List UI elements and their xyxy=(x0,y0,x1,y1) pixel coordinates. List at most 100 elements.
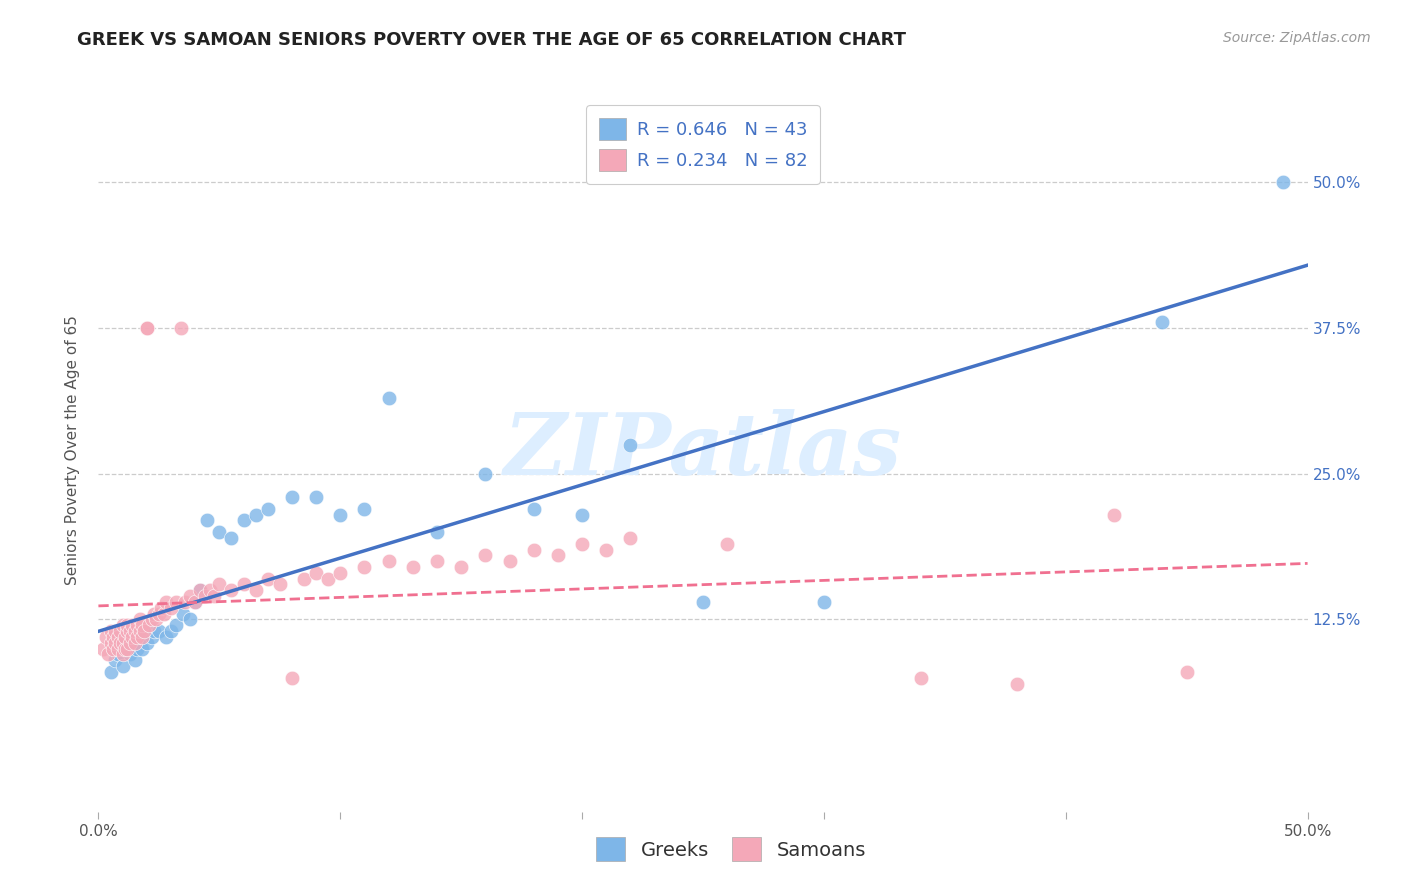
Point xyxy=(128,630,150,644)
Point xyxy=(107,648,129,662)
Point xyxy=(716,537,738,551)
Point xyxy=(108,624,131,639)
Point xyxy=(101,641,124,656)
Point xyxy=(208,577,231,591)
Point xyxy=(179,589,201,603)
Point xyxy=(118,624,141,639)
Point xyxy=(256,572,278,586)
Point xyxy=(138,618,160,632)
Point xyxy=(1152,315,1174,329)
Point xyxy=(160,600,183,615)
Point xyxy=(221,531,243,545)
Point xyxy=(135,636,157,650)
Point xyxy=(474,549,496,563)
Point xyxy=(194,589,217,603)
Point xyxy=(135,321,157,335)
Point xyxy=(305,566,328,580)
Point xyxy=(100,665,122,679)
Point xyxy=(377,554,399,568)
Point xyxy=(188,583,211,598)
Point xyxy=(111,641,134,656)
Point xyxy=(111,648,134,662)
Point xyxy=(121,618,143,632)
Point xyxy=(329,508,352,522)
Point xyxy=(450,560,472,574)
Point xyxy=(232,513,254,527)
Text: ZIPatlas: ZIPatlas xyxy=(503,409,903,492)
Point xyxy=(114,641,136,656)
Text: GREEK VS SAMOAN SENIORS POVERTY OVER THE AGE OF 65 CORRELATION CHART: GREEK VS SAMOAN SENIORS POVERTY OVER THE… xyxy=(77,31,907,49)
Point xyxy=(124,636,146,650)
Point xyxy=(232,577,254,591)
Point xyxy=(97,648,120,662)
Point xyxy=(128,624,150,639)
Point xyxy=(111,659,134,673)
Point xyxy=(619,531,641,545)
Point xyxy=(143,624,166,639)
Point xyxy=(128,612,150,626)
Point xyxy=(150,600,173,615)
Point xyxy=(353,501,375,516)
Point xyxy=(292,572,315,586)
Point xyxy=(198,583,221,598)
Point xyxy=(145,612,167,626)
Point xyxy=(104,636,127,650)
Point xyxy=(245,508,267,522)
Point xyxy=(571,508,593,522)
Point xyxy=(100,636,122,650)
Point xyxy=(353,560,375,574)
Point xyxy=(91,641,114,656)
Point xyxy=(134,624,156,639)
Point xyxy=(281,671,304,685)
Point xyxy=(426,524,449,539)
Point xyxy=(124,653,146,667)
Point xyxy=(813,595,835,609)
Legend: R = 0.646   N = 43, R = 0.234   N = 82: R = 0.646 N = 43, R = 0.234 N = 82 xyxy=(586,105,820,184)
Point xyxy=(121,641,143,656)
Point xyxy=(1272,176,1295,190)
Point xyxy=(107,641,129,656)
Point xyxy=(108,636,131,650)
Point xyxy=(1007,676,1029,690)
Point xyxy=(188,583,211,598)
Point xyxy=(195,513,218,527)
Point xyxy=(305,490,328,504)
Point xyxy=(135,321,157,335)
Point xyxy=(169,321,191,335)
Point xyxy=(117,618,139,632)
Point xyxy=(172,607,194,621)
Point xyxy=(692,595,714,609)
Point xyxy=(100,624,122,639)
Point xyxy=(571,537,593,551)
Point xyxy=(281,490,304,504)
Point xyxy=(152,607,174,621)
Point xyxy=(204,589,226,603)
Point xyxy=(131,618,153,632)
Point xyxy=(121,630,143,644)
Point xyxy=(131,641,153,656)
Point xyxy=(474,467,496,481)
Point xyxy=(117,624,139,639)
Point xyxy=(547,549,569,563)
Point xyxy=(143,607,166,621)
Point xyxy=(910,671,932,685)
Text: Source: ZipAtlas.com: Source: ZipAtlas.com xyxy=(1223,31,1371,45)
Point xyxy=(141,630,163,644)
Point xyxy=(402,560,425,574)
Point xyxy=(179,612,201,626)
Point xyxy=(208,524,231,539)
Point xyxy=(127,618,149,632)
Y-axis label: Seniors Poverty Over the Age of 65: Seniors Poverty Over the Age of 65 xyxy=(65,316,80,585)
Point xyxy=(155,630,177,644)
Point xyxy=(111,636,134,650)
Point xyxy=(377,391,399,405)
Point xyxy=(1175,665,1198,679)
Point xyxy=(174,595,197,609)
Point xyxy=(184,595,207,609)
Point xyxy=(104,624,127,639)
Point xyxy=(523,501,546,516)
Point xyxy=(104,653,127,667)
Point xyxy=(221,583,243,598)
Point xyxy=(619,437,641,451)
Point xyxy=(118,648,141,662)
